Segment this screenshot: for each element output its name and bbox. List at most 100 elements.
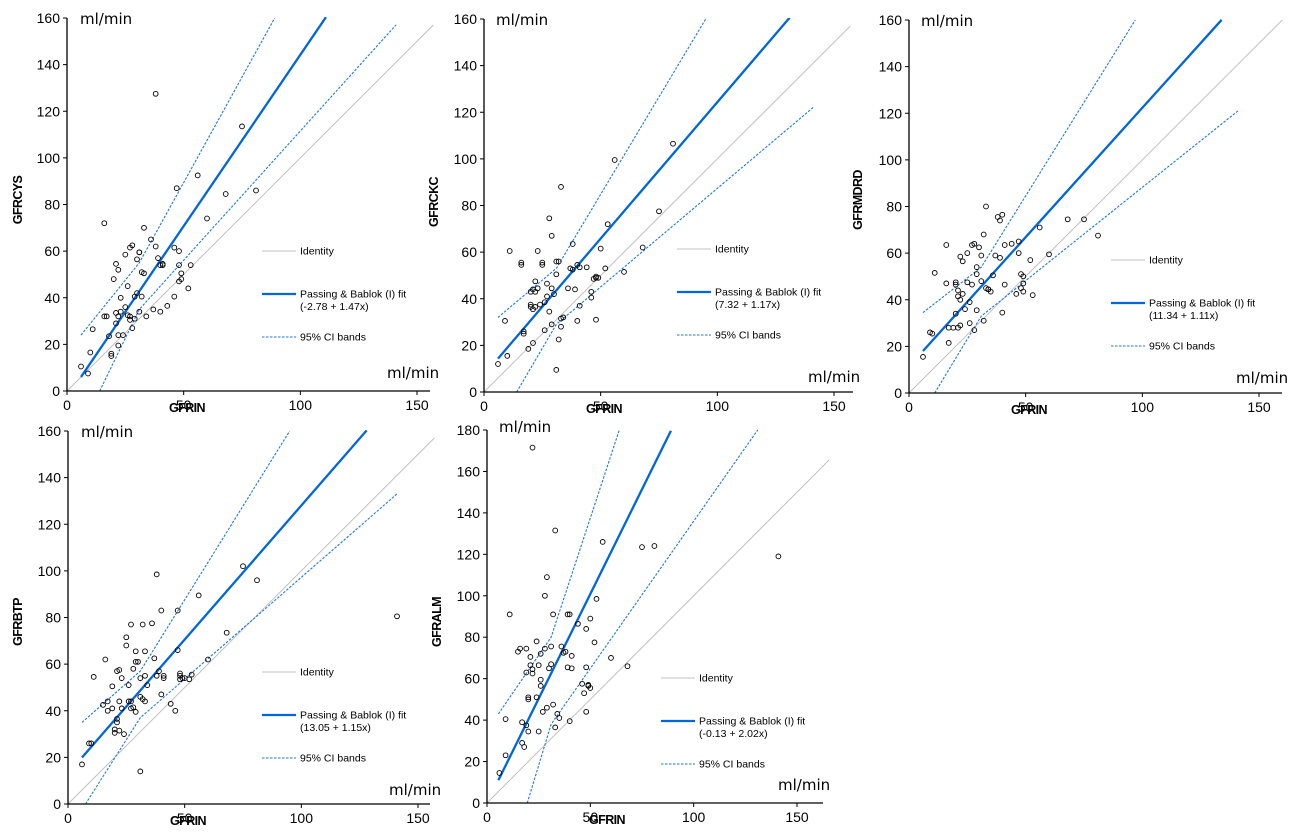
ci-lower-band <box>526 429 759 803</box>
legend-ci-label: 95% CI bands <box>300 753 366 765</box>
legend: Identity Passing & Bablok (I) fit(-2.78 +… <box>262 246 406 344</box>
fit-line <box>497 18 791 360</box>
data-point <box>576 264 583 271</box>
data-point <box>523 645 530 652</box>
data-point <box>558 184 564 190</box>
identity-line <box>487 459 829 803</box>
data-point <box>506 611 513 618</box>
data-point <box>546 215 553 222</box>
fit-line <box>497 430 672 781</box>
data-point <box>565 285 571 292</box>
data-point <box>151 655 158 662</box>
legend-identity-label: Identity <box>715 244 750 256</box>
data-point <box>111 726 118 733</box>
data-point <box>568 665 575 672</box>
data-point <box>129 325 136 331</box>
data-point <box>144 682 151 688</box>
legend-ci-label: 95% CI bands <box>300 332 366 344</box>
x-tick-label: 50 <box>1018 399 1034 415</box>
data-point <box>550 701 556 708</box>
data-point <box>502 716 509 722</box>
data-point <box>544 280 550 287</box>
data-point <box>101 220 108 227</box>
data-point <box>115 313 122 320</box>
x-axis-title: GFRIN <box>1011 403 1047 417</box>
y-unit-label: ml/min <box>921 12 973 30</box>
legend-fit-equation: (13.05 + 1.15x) <box>300 722 371 734</box>
data-point <box>523 722 530 729</box>
data-point <box>127 313 133 320</box>
data-point <box>100 702 106 708</box>
data-point <box>115 342 122 349</box>
data-point <box>177 670 183 677</box>
data-point <box>587 615 594 622</box>
y-tick-label: 60 <box>464 671 480 687</box>
data-point <box>588 288 595 295</box>
data-point <box>125 698 132 705</box>
ci-upper-band <box>497 18 707 318</box>
ci-upper-band <box>497 429 620 715</box>
data-point <box>983 203 989 210</box>
y-tick-label: 20 <box>461 337 477 353</box>
data-point <box>542 645 548 652</box>
y-tick-label: 0 <box>472 795 480 811</box>
data-point <box>587 685 594 691</box>
y-tick-label: 160 <box>38 423 62 439</box>
data-point <box>176 248 182 254</box>
y-tick-label: 160 <box>37 10 61 26</box>
data-point <box>555 336 562 343</box>
data-point <box>114 719 120 726</box>
identity-line <box>484 25 851 392</box>
data-point <box>109 683 116 690</box>
data-point <box>525 346 532 352</box>
data-point <box>583 626 590 632</box>
data-point <box>132 658 139 665</box>
data-point <box>541 299 548 306</box>
data-point <box>158 691 165 698</box>
data-point <box>530 340 536 346</box>
data-point <box>504 353 511 359</box>
data-point <box>945 324 952 331</box>
data-point <box>558 323 564 330</box>
x-tick-label: 150 <box>822 398 846 414</box>
data-point <box>572 286 578 293</box>
data-point <box>1001 242 1008 248</box>
data-point <box>957 253 964 260</box>
data-point <box>553 271 560 278</box>
data-point <box>548 661 554 668</box>
data-point <box>959 258 966 265</box>
data-point <box>999 309 1006 316</box>
data-point <box>171 244 178 251</box>
data-point <box>157 308 164 315</box>
data-point <box>149 620 155 627</box>
data-point <box>992 252 999 259</box>
data-point <box>593 316 599 323</box>
y-axis-title: GFRMDRD <box>851 170 865 230</box>
data-point <box>502 752 509 759</box>
data-point <box>997 254 1003 261</box>
x-tick-label: 0 <box>480 398 488 414</box>
data-point <box>980 317 987 324</box>
data-point <box>602 265 609 272</box>
x-tick-label: 100 <box>290 810 314 826</box>
data-point <box>195 592 202 599</box>
data-point <box>534 285 541 292</box>
data-point <box>575 620 581 627</box>
data-point <box>533 694 540 701</box>
data-point <box>544 293 550 300</box>
data-point <box>173 185 180 192</box>
data-point <box>527 301 534 308</box>
data-point <box>204 215 210 222</box>
chart-panel-gfrckc: 0 50 100 150 0 20 40 60 80 100 120 140 160 GFRIN GFRCK… <box>427 11 860 416</box>
data-point <box>137 675 144 681</box>
y-tick-label: 160 <box>457 463 481 479</box>
data-point <box>1018 285 1024 291</box>
data-point <box>962 306 968 312</box>
data-point <box>608 655 614 661</box>
data-point <box>102 656 109 663</box>
data-point <box>525 728 532 735</box>
data-point <box>142 698 148 705</box>
data-point <box>87 349 94 356</box>
y-tick-label: 40 <box>886 292 902 308</box>
data-point <box>142 672 148 679</box>
